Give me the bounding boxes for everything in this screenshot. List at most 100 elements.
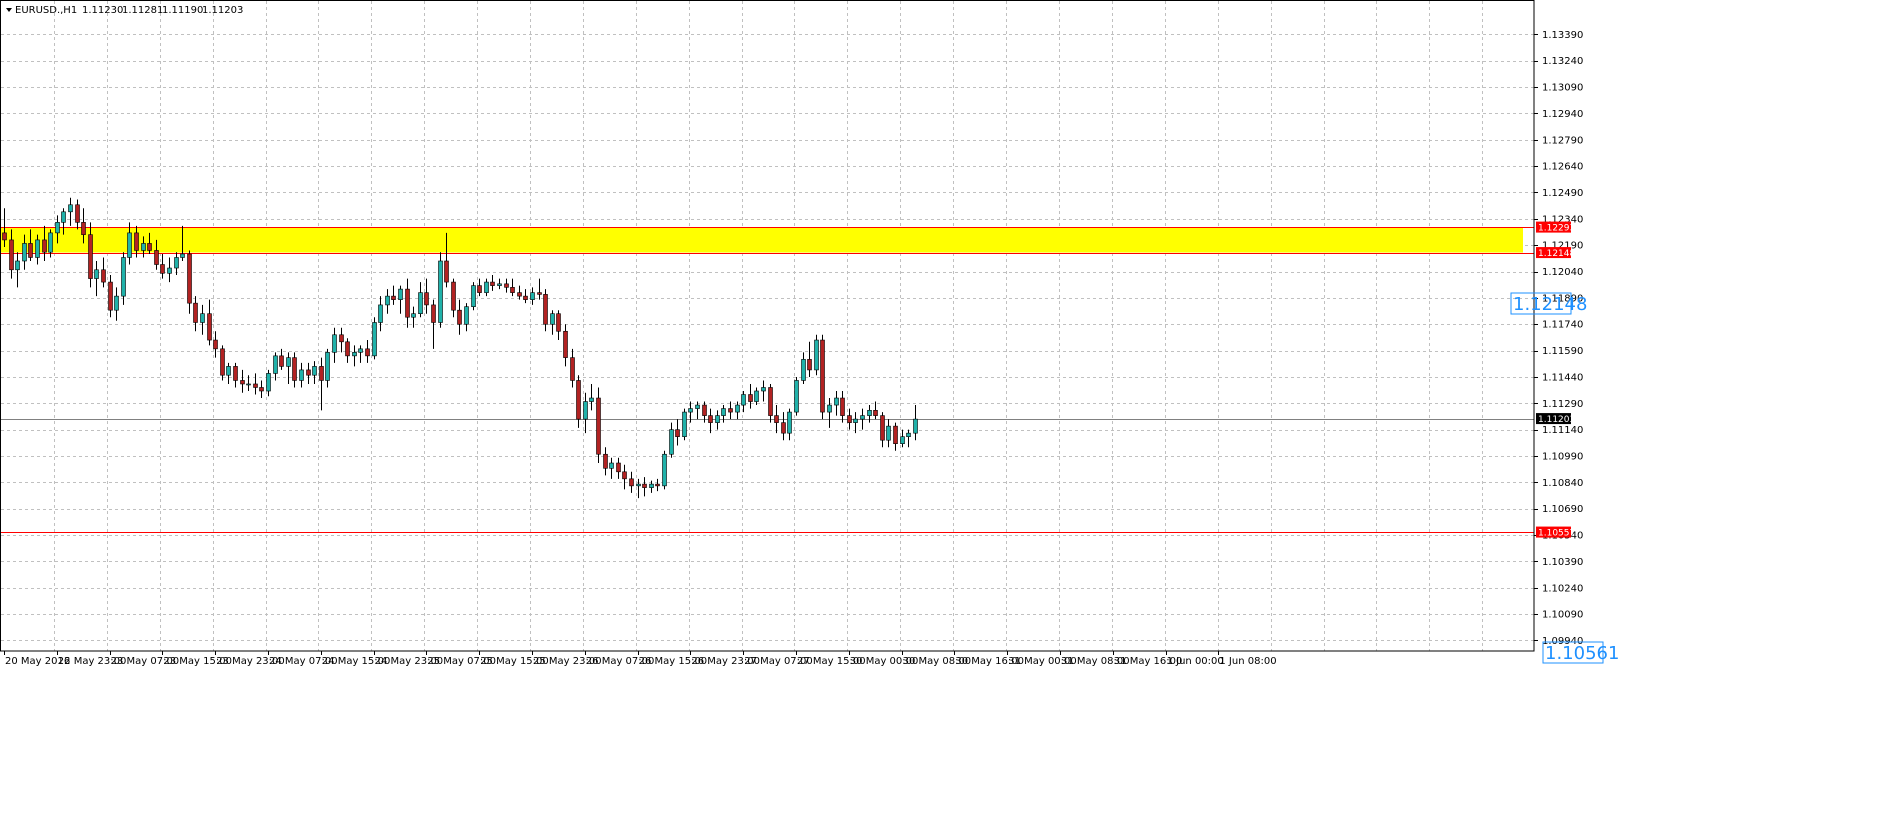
candle	[510, 278, 515, 297]
candle-body	[174, 257, 179, 269]
candle-body	[847, 415, 852, 423]
candle-body	[906, 432, 911, 437]
candle-body	[702, 404, 707, 416]
candle-body	[339, 334, 344, 343]
candle	[847, 408, 852, 430]
candle	[28, 229, 33, 261]
candle-body	[226, 366, 231, 376]
candle-body	[464, 306, 469, 325]
candle-body	[754, 390, 759, 402]
candle	[345, 338, 350, 363]
chart-border	[0, 0, 1535, 652]
candle	[292, 352, 297, 388]
candle	[424, 278, 429, 314]
candle-body	[431, 304, 436, 323]
candle	[774, 405, 779, 434]
candle	[279, 348, 284, 370]
candle	[358, 345, 363, 363]
price-tick-label: 1.10390	[1542, 557, 1583, 568]
candle	[682, 408, 687, 441]
candle	[220, 345, 225, 381]
zone-float-label[interactable]: 1.12148	[1510, 292, 1587, 315]
chart-header: EURUSD.,H1 1.11230 1.11281 1.11190 1.112…	[6, 5, 243, 16]
candle	[306, 362, 311, 384]
candle	[207, 299, 212, 346]
candle-body	[127, 232, 132, 258]
candle-body	[88, 234, 93, 279]
time-tick-label: 23 May 07:00	[111, 656, 180, 667]
candle	[543, 289, 548, 332]
candle	[94, 261, 99, 297]
candle-body	[820, 339, 825, 413]
time-tick-label: 23 May 15:00	[163, 656, 232, 667]
candle	[649, 480, 654, 493]
candle	[114, 287, 119, 321]
candle	[517, 285, 522, 300]
candle	[15, 252, 20, 288]
candle	[160, 253, 165, 279]
candle	[550, 310, 555, 335]
candle	[418, 282, 423, 318]
candle-body	[477, 285, 482, 293]
candle	[814, 334, 819, 376]
candle	[457, 299, 462, 335]
time-tick-label: 24 May 23:00	[375, 656, 444, 667]
candle	[180, 225, 185, 261]
candle-body	[642, 483, 647, 488]
candle	[708, 408, 713, 434]
current-price-tag: 1.11203	[1536, 413, 1575, 425]
current-price-tag-bg	[1536, 413, 1571, 425]
candle-body	[378, 304, 383, 323]
candle	[319, 357, 324, 411]
candle-body	[695, 404, 700, 409]
candle	[108, 275, 113, 318]
candle-body	[715, 415, 720, 423]
candle-body	[873, 410, 878, 416]
candle-body	[160, 264, 165, 274]
candle	[583, 392, 588, 434]
candle	[556, 310, 561, 341]
candle	[154, 239, 159, 270]
candle-body	[913, 418, 918, 434]
time-tick-label: 30 May 16:00	[955, 656, 1024, 667]
candle	[200, 304, 205, 335]
candle-body	[748, 394, 753, 402]
time-tick-label: 22 May 23:00	[58, 656, 127, 667]
candle	[570, 348, 575, 388]
time-tick-label: 27 May 07:00	[744, 656, 813, 667]
candle	[325, 348, 330, 388]
candle	[9, 229, 14, 279]
candle-body	[108, 281, 113, 311]
price-tick-label: 1.12790	[1542, 135, 1583, 146]
candle	[504, 278, 509, 293]
candle	[398, 285, 403, 314]
time-tick-label: 25 May 07:00	[427, 656, 496, 667]
candle	[365, 340, 370, 363]
candle-body	[827, 404, 832, 413]
candle	[867, 405, 872, 423]
price-tick-label: 1.10990	[1542, 452, 1583, 463]
support-float-label[interactable]: 1.10561	[1542, 641, 1619, 664]
candle-body	[649, 483, 654, 488]
candle	[589, 383, 594, 411]
candle	[675, 419, 680, 446]
candle-body	[253, 383, 258, 388]
candle-body	[259, 387, 264, 392]
candle-body	[523, 295, 528, 300]
candle-body	[292, 357, 297, 381]
resistance-zone[interactable]	[0, 227, 1523, 253]
candle-body	[774, 415, 779, 423]
candle	[629, 471, 634, 493]
candle-body	[325, 352, 330, 381]
candle-body	[246, 383, 251, 386]
candle	[42, 225, 47, 261]
candle	[853, 412, 858, 434]
candle-body	[655, 483, 660, 487]
chevron-down-icon[interactable]	[6, 8, 12, 12]
candle	[68, 197, 73, 226]
zone-rectangle[interactable]	[0, 227, 1523, 253]
time-tick-label: 23 May 23:00	[216, 656, 285, 667]
